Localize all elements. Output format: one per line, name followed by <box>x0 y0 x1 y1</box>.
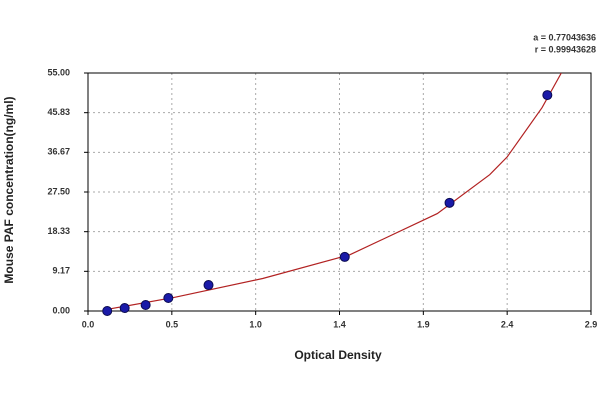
data-point <box>203 280 214 291</box>
x-tick-label: 1.4 <box>333 319 346 329</box>
x-tick-label: 2.4 <box>501 319 514 329</box>
y-tick-label: 45.83 <box>47 107 70 117</box>
data-point <box>140 299 151 310</box>
data-point <box>444 197 455 208</box>
data-point <box>119 303 130 314</box>
x-tick-label: 2.9 <box>585 319 598 329</box>
annotation: r = 0.99943628 <box>535 44 596 54</box>
data-point <box>163 293 174 304</box>
x-tick-label: 1.0 <box>249 319 262 329</box>
fit-curve <box>105 72 562 311</box>
y-axis-title: Mouse PAF concentration(ng/ml) <box>2 96 16 283</box>
data-point <box>339 251 350 262</box>
x-tick-label: 0.5 <box>166 319 179 329</box>
y-tick-label: 36.67 <box>47 147 70 157</box>
data-point <box>102 306 113 316</box>
annotation: a = 0.77043636 <box>533 32 596 42</box>
y-tick-label: 9.17 <box>52 266 70 276</box>
x-axis-title: Optical Density <box>294 348 382 362</box>
y-tick-label: 0.00 <box>52 305 70 315</box>
x-tick-label: 0.0 <box>82 319 95 329</box>
y-tick-label: 18.33 <box>47 226 70 236</box>
data-point <box>542 90 553 101</box>
x-tick-label: 1.9 <box>417 319 430 329</box>
y-tick-label: 27.50 <box>47 186 70 196</box>
y-tick-label: 55.00 <box>47 67 70 77</box>
plot-frame <box>87 72 592 312</box>
